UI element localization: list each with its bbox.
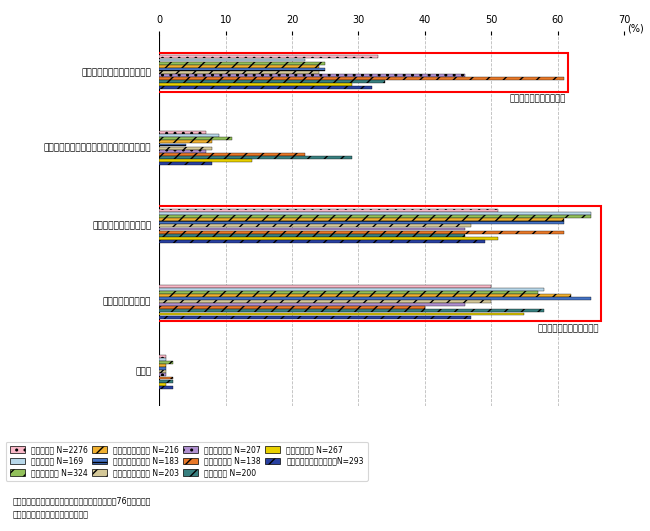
Bar	[159, 291, 538, 294]
Bar	[159, 71, 318, 74]
Bar	[159, 306, 425, 309]
Bar	[159, 370, 166, 373]
Bar	[159, 80, 385, 83]
Text: 資料）国土交通省事業者アンケート: 資料）国土交通省事業者アンケート	[13, 511, 89, 520]
Bar	[159, 358, 166, 361]
Bar	[159, 386, 172, 389]
Bar	[159, 288, 544, 290]
Bar	[159, 131, 205, 134]
Bar	[159, 313, 525, 315]
Text: その他: その他	[135, 367, 151, 376]
Bar	[159, 234, 465, 237]
Bar	[159, 364, 166, 367]
Text: (%): (%)	[627, 23, 644, 33]
Bar	[159, 310, 544, 312]
Bar	[159, 162, 213, 165]
Text: 高齢者を市場として認識: 高齢者を市場として認識	[510, 95, 566, 104]
Legend: 全業種合計 N=2276, 農林水産業 N=169, 鉱業・建設業 N=324, 基礎素材型製造業 N=216, 加工組立型製造業 N=183, 生活関連型製造: 全業種合計 N=2276, 農林水産業 N=169, 鉱業・建設業 N=324,…	[6, 442, 368, 481]
Bar	[159, 68, 325, 71]
Bar	[159, 65, 318, 67]
Bar	[157, 206, 601, 321]
Bar	[159, 227, 465, 230]
Bar	[159, 383, 166, 386]
Bar	[159, 87, 372, 89]
Bar	[159, 150, 205, 152]
Bar	[159, 159, 252, 162]
Bar	[159, 240, 484, 243]
Bar	[159, 294, 571, 297]
Bar	[159, 297, 591, 300]
Bar	[159, 153, 306, 156]
Bar	[159, 315, 471, 319]
Bar	[159, 147, 213, 150]
Bar	[159, 138, 232, 140]
Bar	[159, 218, 564, 221]
Bar	[157, 53, 568, 92]
Bar	[159, 361, 172, 364]
Bar	[159, 225, 471, 227]
Text: 高齢者の活躍の場の創出: 高齢者の活躍の場の創出	[92, 221, 151, 230]
Bar	[159, 230, 564, 234]
Bar	[159, 303, 465, 306]
Bar	[159, 143, 186, 147]
Bar	[159, 221, 564, 224]
Bar	[159, 74, 465, 77]
Bar	[159, 373, 166, 376]
Bar	[159, 300, 491, 303]
Text: シルバー市場の開拓と活性化: シルバー市場の開拓と活性化	[81, 68, 151, 77]
Bar	[159, 77, 564, 80]
Bar	[159, 83, 352, 86]
Bar	[159, 134, 219, 137]
Text: （注）　全業種合計には、業種分類できなかっご76社を含む。: （注） 全業種合計には、業種分類できなかっご76社を含む。	[13, 496, 151, 506]
Text: 柔軟な働き方の実現: 柔軟な働き方の実現	[103, 297, 151, 306]
Bar	[159, 285, 491, 288]
Bar	[159, 367, 166, 370]
Bar	[159, 376, 172, 380]
Bar	[159, 62, 325, 65]
Text: 高齢者を担い手として認識: 高齢者を担い手として認識	[538, 324, 599, 333]
Bar	[159, 355, 166, 358]
Bar	[159, 58, 306, 62]
Bar	[159, 237, 498, 239]
Bar	[159, 141, 213, 143]
Text: バリアフリー・ユニバーサルデザインの推進: バリアフリー・ユニバーサルデザインの推進	[44, 143, 151, 152]
Bar	[159, 55, 378, 58]
Bar	[159, 156, 352, 159]
Bar	[159, 209, 498, 212]
Bar	[159, 380, 172, 382]
Bar	[159, 215, 591, 218]
Bar	[159, 212, 591, 215]
